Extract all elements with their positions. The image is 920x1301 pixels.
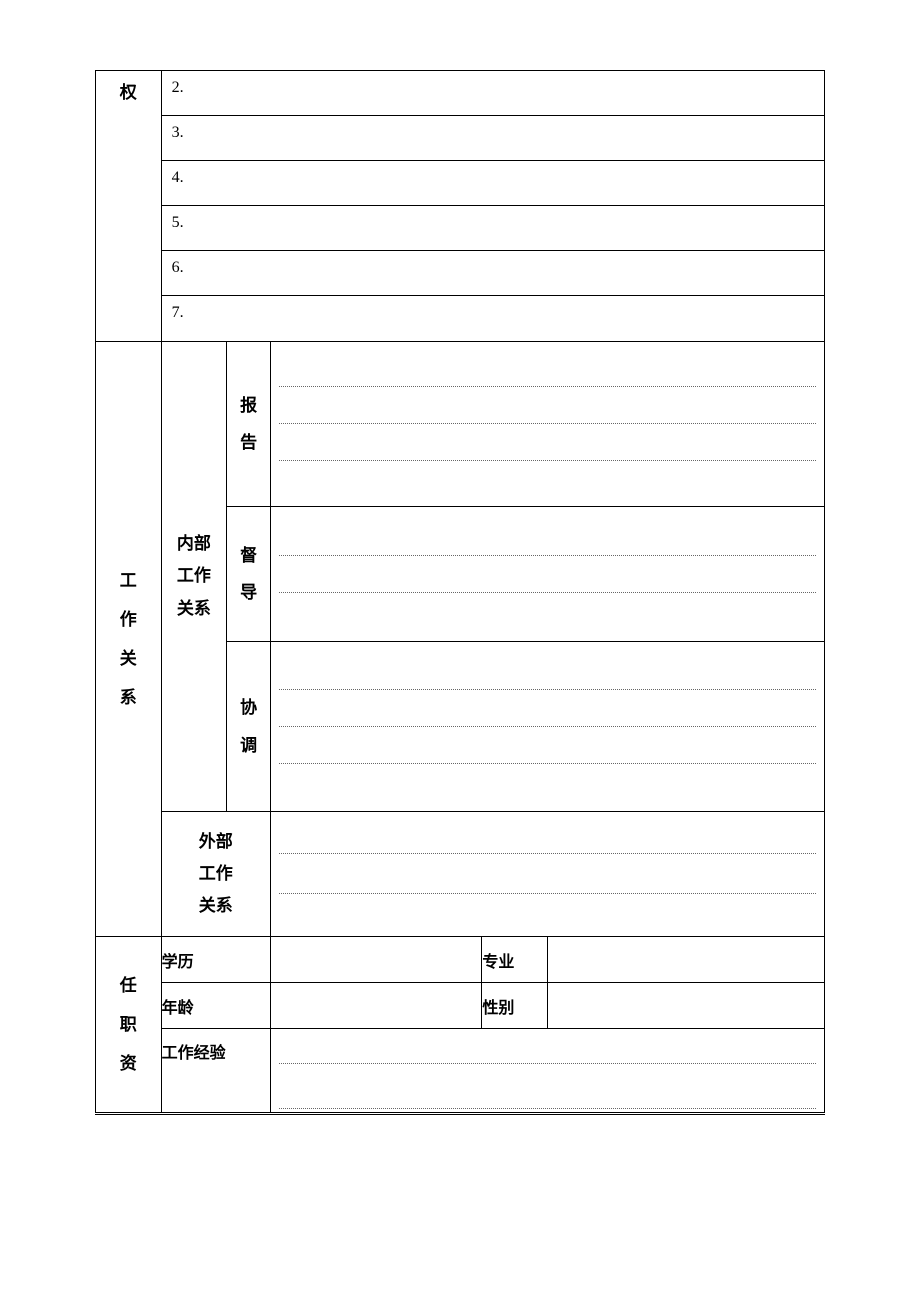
coord-lines-cell (270, 642, 824, 812)
dotted-line (279, 727, 816, 764)
report-label: 报告 (240, 387, 257, 462)
qual-header: 任职资 (120, 966, 137, 1083)
supervise-lines-cell (270, 507, 824, 642)
relations-external-row: 外部工作关系 (96, 812, 825, 937)
qual-row-1: 任职资 学历 专业 (96, 937, 825, 983)
dotted-line (279, 894, 816, 934)
dotted-line (279, 593, 816, 630)
age-value-cell (270, 983, 481, 1029)
external-label-cell: 外部工作关系 (161, 812, 270, 937)
report-lines-cell (270, 342, 824, 507)
external-lines-cell (270, 812, 824, 937)
dotted-line (279, 690, 816, 727)
quan-item: 3. (162, 116, 824, 161)
exp-label: 工作经验 (162, 1045, 226, 1062)
quan-item: 6. (162, 251, 824, 296)
major-value-cell (547, 937, 824, 983)
external-label: 外部工作关系 (199, 832, 233, 916)
quan-header: 权 (120, 83, 137, 102)
major-label-cell: 专业 (482, 937, 548, 983)
coord-label: 协调 (240, 689, 257, 764)
quan-header-cell: 权 (96, 71, 162, 342)
dotted-line (279, 350, 816, 387)
form-table: 权 2. 3. 4. 5. 6. 7. 工作关系 内部工作关系 报告 (95, 70, 825, 1115)
internal-label: 内部工作关系 (177, 534, 211, 618)
qual-row-2: 年龄 性别 (96, 983, 825, 1029)
exp-lines-cell (270, 1029, 824, 1114)
dotted-line (279, 1032, 816, 1064)
relations-header-cell: 工作关系 (96, 342, 162, 937)
qual-header-cell: 任职资 (96, 937, 162, 1114)
coord-label-cell: 协调 (227, 642, 271, 812)
exp-label-cell: 工作经验 (161, 1029, 270, 1114)
quan-item: 2. (162, 71, 824, 116)
dotted-line (279, 814, 816, 854)
gender-label-cell: 性别 (482, 983, 548, 1029)
dotted-line (279, 556, 816, 593)
quan-items-cell: 2. 3. 4. 5. 6. 7. (161, 71, 824, 342)
supervise-label: 督导 (240, 537, 257, 612)
edu-label: 学历 (162, 954, 194, 971)
dotted-line (279, 519, 816, 556)
quan-row: 权 2. 3. 4. 5. 6. 7. (96, 71, 825, 342)
edu-label-cell: 学历 (161, 937, 270, 983)
dotted-line (279, 764, 816, 801)
qual-exp-row: 工作经验 (96, 1029, 825, 1114)
dotted-line (279, 461, 816, 498)
gender-label: 性别 (482, 1000, 514, 1017)
quan-item: 4. (162, 161, 824, 206)
relations-header: 工作关系 (120, 561, 137, 717)
quan-item: 5. (162, 206, 824, 251)
dotted-line (279, 854, 816, 894)
document-page: 权 2. 3. 4. 5. 6. 7. 工作关系 内部工作关系 报告 (0, 0, 920, 1185)
dotted-line (279, 1064, 816, 1109)
relations-report-row: 工作关系 内部工作关系 报告 (96, 342, 825, 507)
gender-value-cell (547, 983, 824, 1029)
age-label: 年龄 (162, 1000, 194, 1017)
report-label-cell: 报告 (227, 342, 271, 507)
supervise-label-cell: 督导 (227, 507, 271, 642)
quan-item: 7. (162, 296, 824, 341)
major-label: 专业 (482, 954, 514, 971)
age-label-cell: 年龄 (161, 983, 270, 1029)
dotted-line (279, 387, 816, 424)
dotted-line (279, 424, 816, 461)
dotted-line (279, 653, 816, 690)
internal-label-cell: 内部工作关系 (161, 342, 227, 812)
edu-value-cell (270, 937, 481, 983)
